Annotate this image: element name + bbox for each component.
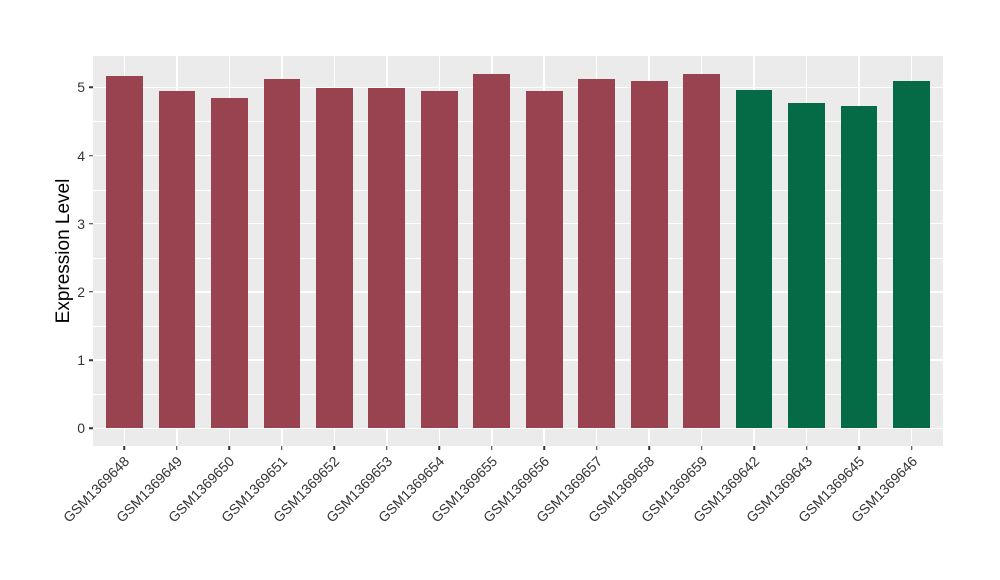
bar-GSM1369642 xyxy=(735,90,773,429)
minor-gridline xyxy=(93,394,943,395)
x-tick-mark xyxy=(386,446,388,450)
x-tick-mark xyxy=(333,446,336,450)
x-tick-mark xyxy=(700,446,703,450)
y-tick-mark xyxy=(89,222,93,225)
bar-GSM1369654 xyxy=(420,90,458,429)
bar-GSM1369645 xyxy=(840,105,878,429)
minor-gridline xyxy=(93,189,943,191)
y-tick-label: 0 xyxy=(77,420,85,437)
x-tick-mark xyxy=(438,446,441,450)
bar-GSM1369658 xyxy=(630,80,668,429)
major-gridline xyxy=(93,359,943,361)
x-tick-mark xyxy=(753,446,755,450)
x-tick-mark xyxy=(228,446,231,450)
bar-GSM1369657 xyxy=(578,78,616,429)
major-gridline xyxy=(93,222,943,225)
bar-GSM1369655 xyxy=(473,74,511,429)
y-tick-label: 1 xyxy=(77,352,85,369)
bar-GSM1369648 xyxy=(106,75,143,429)
x-tick-mark xyxy=(805,446,808,450)
x-tick-mark xyxy=(648,446,650,450)
bar-GSM1369649 xyxy=(158,91,196,429)
x-tick-mark xyxy=(910,446,913,450)
x-tick-mark xyxy=(491,446,493,450)
major-gridline xyxy=(93,427,943,430)
bar-GSM1369643 xyxy=(788,103,825,429)
major-gridline xyxy=(93,291,943,293)
minor-gridline xyxy=(93,326,943,327)
x-tick-mark xyxy=(858,446,860,450)
bar-GSM1369646 xyxy=(893,80,930,429)
bar-GSM1369651 xyxy=(263,79,301,429)
y-tick-label: 2 xyxy=(77,283,85,300)
x-tick-mark xyxy=(543,446,545,450)
bar-GSM1369653 xyxy=(368,88,406,429)
x-tick-mark xyxy=(595,446,598,450)
minor-gridline xyxy=(93,257,943,259)
y-tick-mark xyxy=(89,427,93,430)
y-axis-title: Expression Level xyxy=(53,178,74,324)
bar-GSM1369656 xyxy=(525,91,563,429)
x-tick-mark xyxy=(176,446,178,450)
x-tick-mark xyxy=(123,446,126,450)
major-gridline xyxy=(93,86,943,89)
y-tick-mark xyxy=(89,291,93,293)
minor-gridline xyxy=(93,121,943,123)
y-tick-mark xyxy=(89,154,93,157)
y-tick-label: 4 xyxy=(77,147,85,164)
plot-panel xyxy=(93,56,943,446)
y-tick-label: 3 xyxy=(77,215,85,232)
x-tick-mark xyxy=(281,446,283,450)
bar-GSM1369652 xyxy=(315,88,353,429)
y-tick-mark xyxy=(89,86,93,89)
bar-GSM1369659 xyxy=(683,73,720,429)
y-tick-label: 5 xyxy=(77,79,85,96)
major-gridline xyxy=(93,154,943,157)
y-tick-mark xyxy=(89,359,93,361)
bar-GSM1369650 xyxy=(211,98,248,429)
